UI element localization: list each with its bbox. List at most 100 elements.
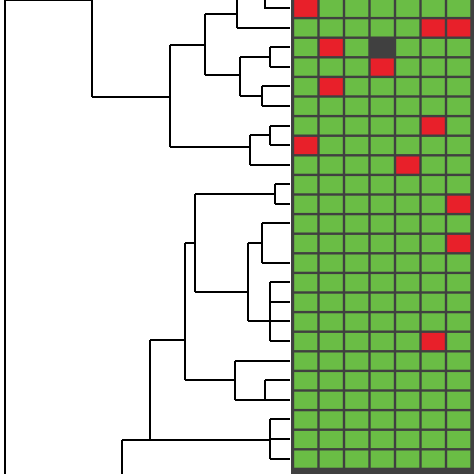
heatmap-cell [421, 136, 445, 155]
heatmap-cell [294, 234, 318, 253]
heatmap-cell [421, 332, 445, 351]
heatmap-cell [396, 293, 420, 311]
heatmap-cell [319, 391, 343, 409]
heatmap-cell [370, 254, 394, 272]
heatmap-cell [294, 254, 318, 272]
heatmap-cell [319, 58, 343, 76]
heatmap-cell [447, 274, 471, 292]
heatmap-cell [370, 19, 394, 37]
heatmap-cell [345, 215, 369, 233]
heatmap-cell [370, 293, 394, 311]
heatmap-cell [294, 156, 318, 174]
heatmap-cell [421, 372, 445, 390]
heatmap-cell [370, 38, 394, 57]
heatmap-cell [345, 176, 369, 194]
heatmap-cell [345, 254, 369, 272]
heatmap-cell [370, 352, 394, 370]
heatmap-cell [370, 0, 394, 17]
heatmap-cell [396, 430, 420, 449]
heatmap-cell [294, 450, 318, 468]
heatmap-cell [447, 293, 471, 311]
heatmap-cell [396, 156, 420, 174]
heatmap-cell [396, 97, 420, 115]
heatmap-cell [345, 156, 369, 174]
heatmap-cell [447, 0, 471, 17]
heatmap-cell [421, 156, 445, 174]
heatmap-cell [294, 411, 318, 429]
heatmap-cell [370, 117, 394, 135]
heatmap-cell [294, 352, 318, 370]
heatmap-cell [421, 19, 445, 37]
heatmap-cell [319, 450, 343, 468]
heatmap-cell [345, 313, 369, 331]
heatmap-cell [294, 372, 318, 390]
dendrogram-bottom [121, 183, 290, 474]
heatmap-cell [370, 430, 394, 449]
heatmap-cell [294, 430, 318, 449]
heatmap-cell [396, 411, 420, 429]
heatmap-cell [396, 234, 420, 253]
heatmap-cell [370, 274, 394, 292]
heatmap-cell [319, 78, 343, 96]
heatmap-cell [345, 97, 369, 115]
heatmap-cell [396, 0, 420, 17]
heatmap-cell [447, 391, 471, 409]
heatmap-cell [447, 254, 471, 272]
heatmap-cell [319, 332, 343, 351]
heatmap-cell [370, 215, 394, 233]
heatmap-cell [345, 332, 369, 351]
heatmap-cell [294, 293, 318, 311]
heatmap-cell [421, 254, 445, 272]
heatmap-cell [294, 0, 318, 17]
heatmap-cell [421, 411, 445, 429]
heatmap-cell [447, 58, 471, 76]
heatmap-cell [319, 97, 343, 115]
heatmap-cell [370, 411, 394, 429]
heatmap-cell [421, 293, 445, 311]
heatmap-cell [319, 195, 343, 213]
heatmap-cell [421, 391, 445, 409]
heatmap-cell [345, 78, 369, 96]
heatmap-cell [319, 117, 343, 135]
heatmap-cell [370, 234, 394, 253]
heatmap-cell [447, 78, 471, 96]
heatmap-cell [319, 352, 343, 370]
heatmap-cell [294, 78, 318, 96]
heatmap-cell [345, 352, 369, 370]
heatmap-cell [294, 97, 318, 115]
heatmap-cell [319, 430, 343, 449]
heatmap-cell [345, 411, 369, 429]
heatmap-cell [345, 391, 369, 409]
heatmap-cell [421, 176, 445, 194]
heatmap-cell [447, 450, 471, 468]
heatmap-cell [370, 78, 394, 96]
heatmap-cell [396, 332, 420, 351]
heatmap-cell [370, 58, 394, 76]
heatmap-cell [319, 136, 343, 155]
heatmap-cell [447, 97, 471, 115]
heatmap-cell [294, 117, 318, 135]
heatmap-cell [370, 391, 394, 409]
heatmap-cell [294, 274, 318, 292]
heatmap-cell [370, 372, 394, 390]
heatmap-cell [421, 313, 445, 331]
heatmap-cell [447, 117, 471, 135]
heatmap-cell [319, 0, 343, 17]
heatmap-cell [319, 313, 343, 331]
heatmap-cell [396, 78, 420, 96]
heatmap-cell [294, 58, 318, 76]
heatmap-cell [421, 450, 445, 468]
heatmap-cell [319, 234, 343, 253]
heatmap-cell [370, 195, 394, 213]
heatmap-cell [447, 332, 471, 351]
heatmap-cell [294, 38, 318, 57]
heatmap-cell [294, 215, 318, 233]
heatmap-cell [421, 117, 445, 135]
heatmap-cell [421, 430, 445, 449]
heatmap-cell [345, 293, 369, 311]
heatmap-cell [396, 352, 420, 370]
heatmap-cell [319, 156, 343, 174]
heatmap-cell [345, 450, 369, 468]
heatmap-cell [370, 97, 394, 115]
heatmap-cell [345, 58, 369, 76]
